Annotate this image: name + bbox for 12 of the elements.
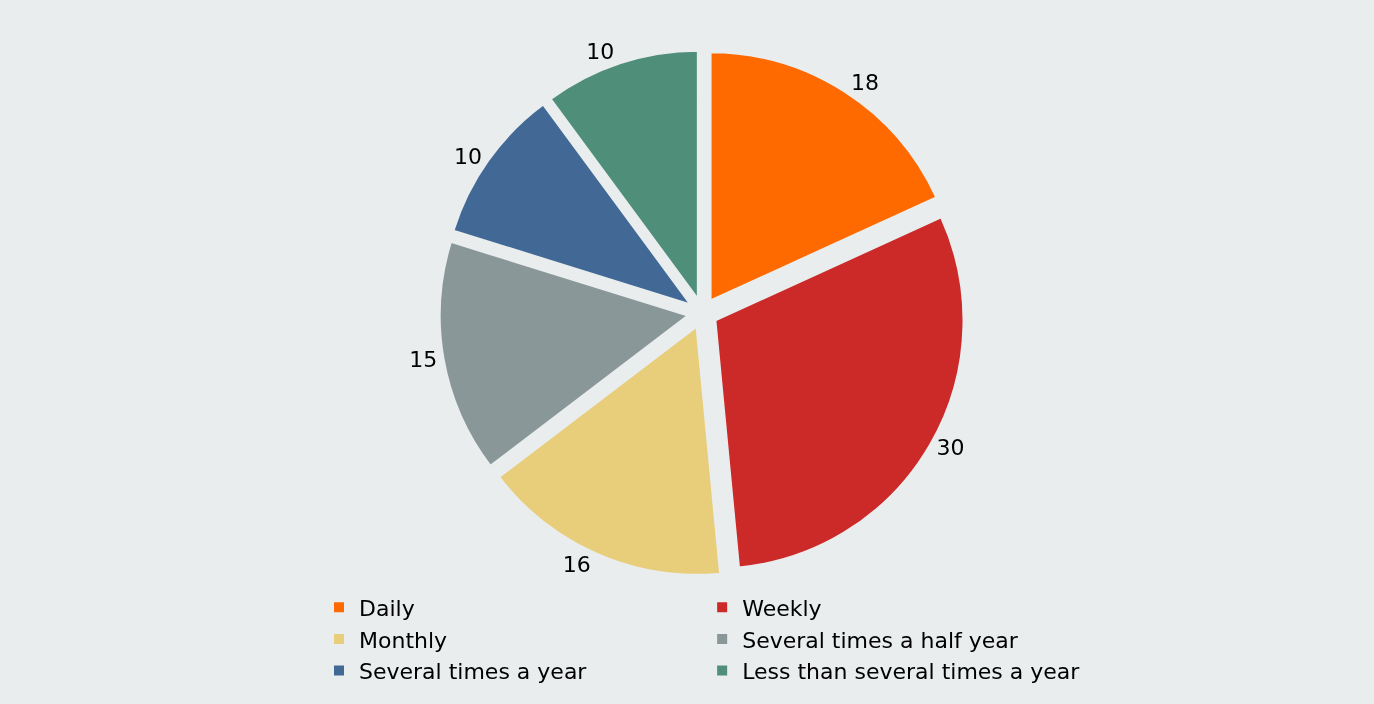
data-label: 18: [850, 70, 879, 96]
data-label: 30: [936, 435, 965, 461]
data-label: 10: [586, 39, 615, 65]
data-label: 15: [409, 346, 438, 372]
legend-label: Several times a half year: [742, 627, 1019, 653]
legend-label: Less than several times a year: [742, 659, 1081, 685]
legend-label: Daily: [359, 595, 415, 621]
legend-label: Several times a year: [359, 659, 588, 685]
legend-label: Weekly: [742, 595, 822, 621]
legend-label: Monthly: [359, 627, 448, 653]
data-label: 16: [562, 551, 591, 577]
data-label: 10: [454, 143, 483, 169]
